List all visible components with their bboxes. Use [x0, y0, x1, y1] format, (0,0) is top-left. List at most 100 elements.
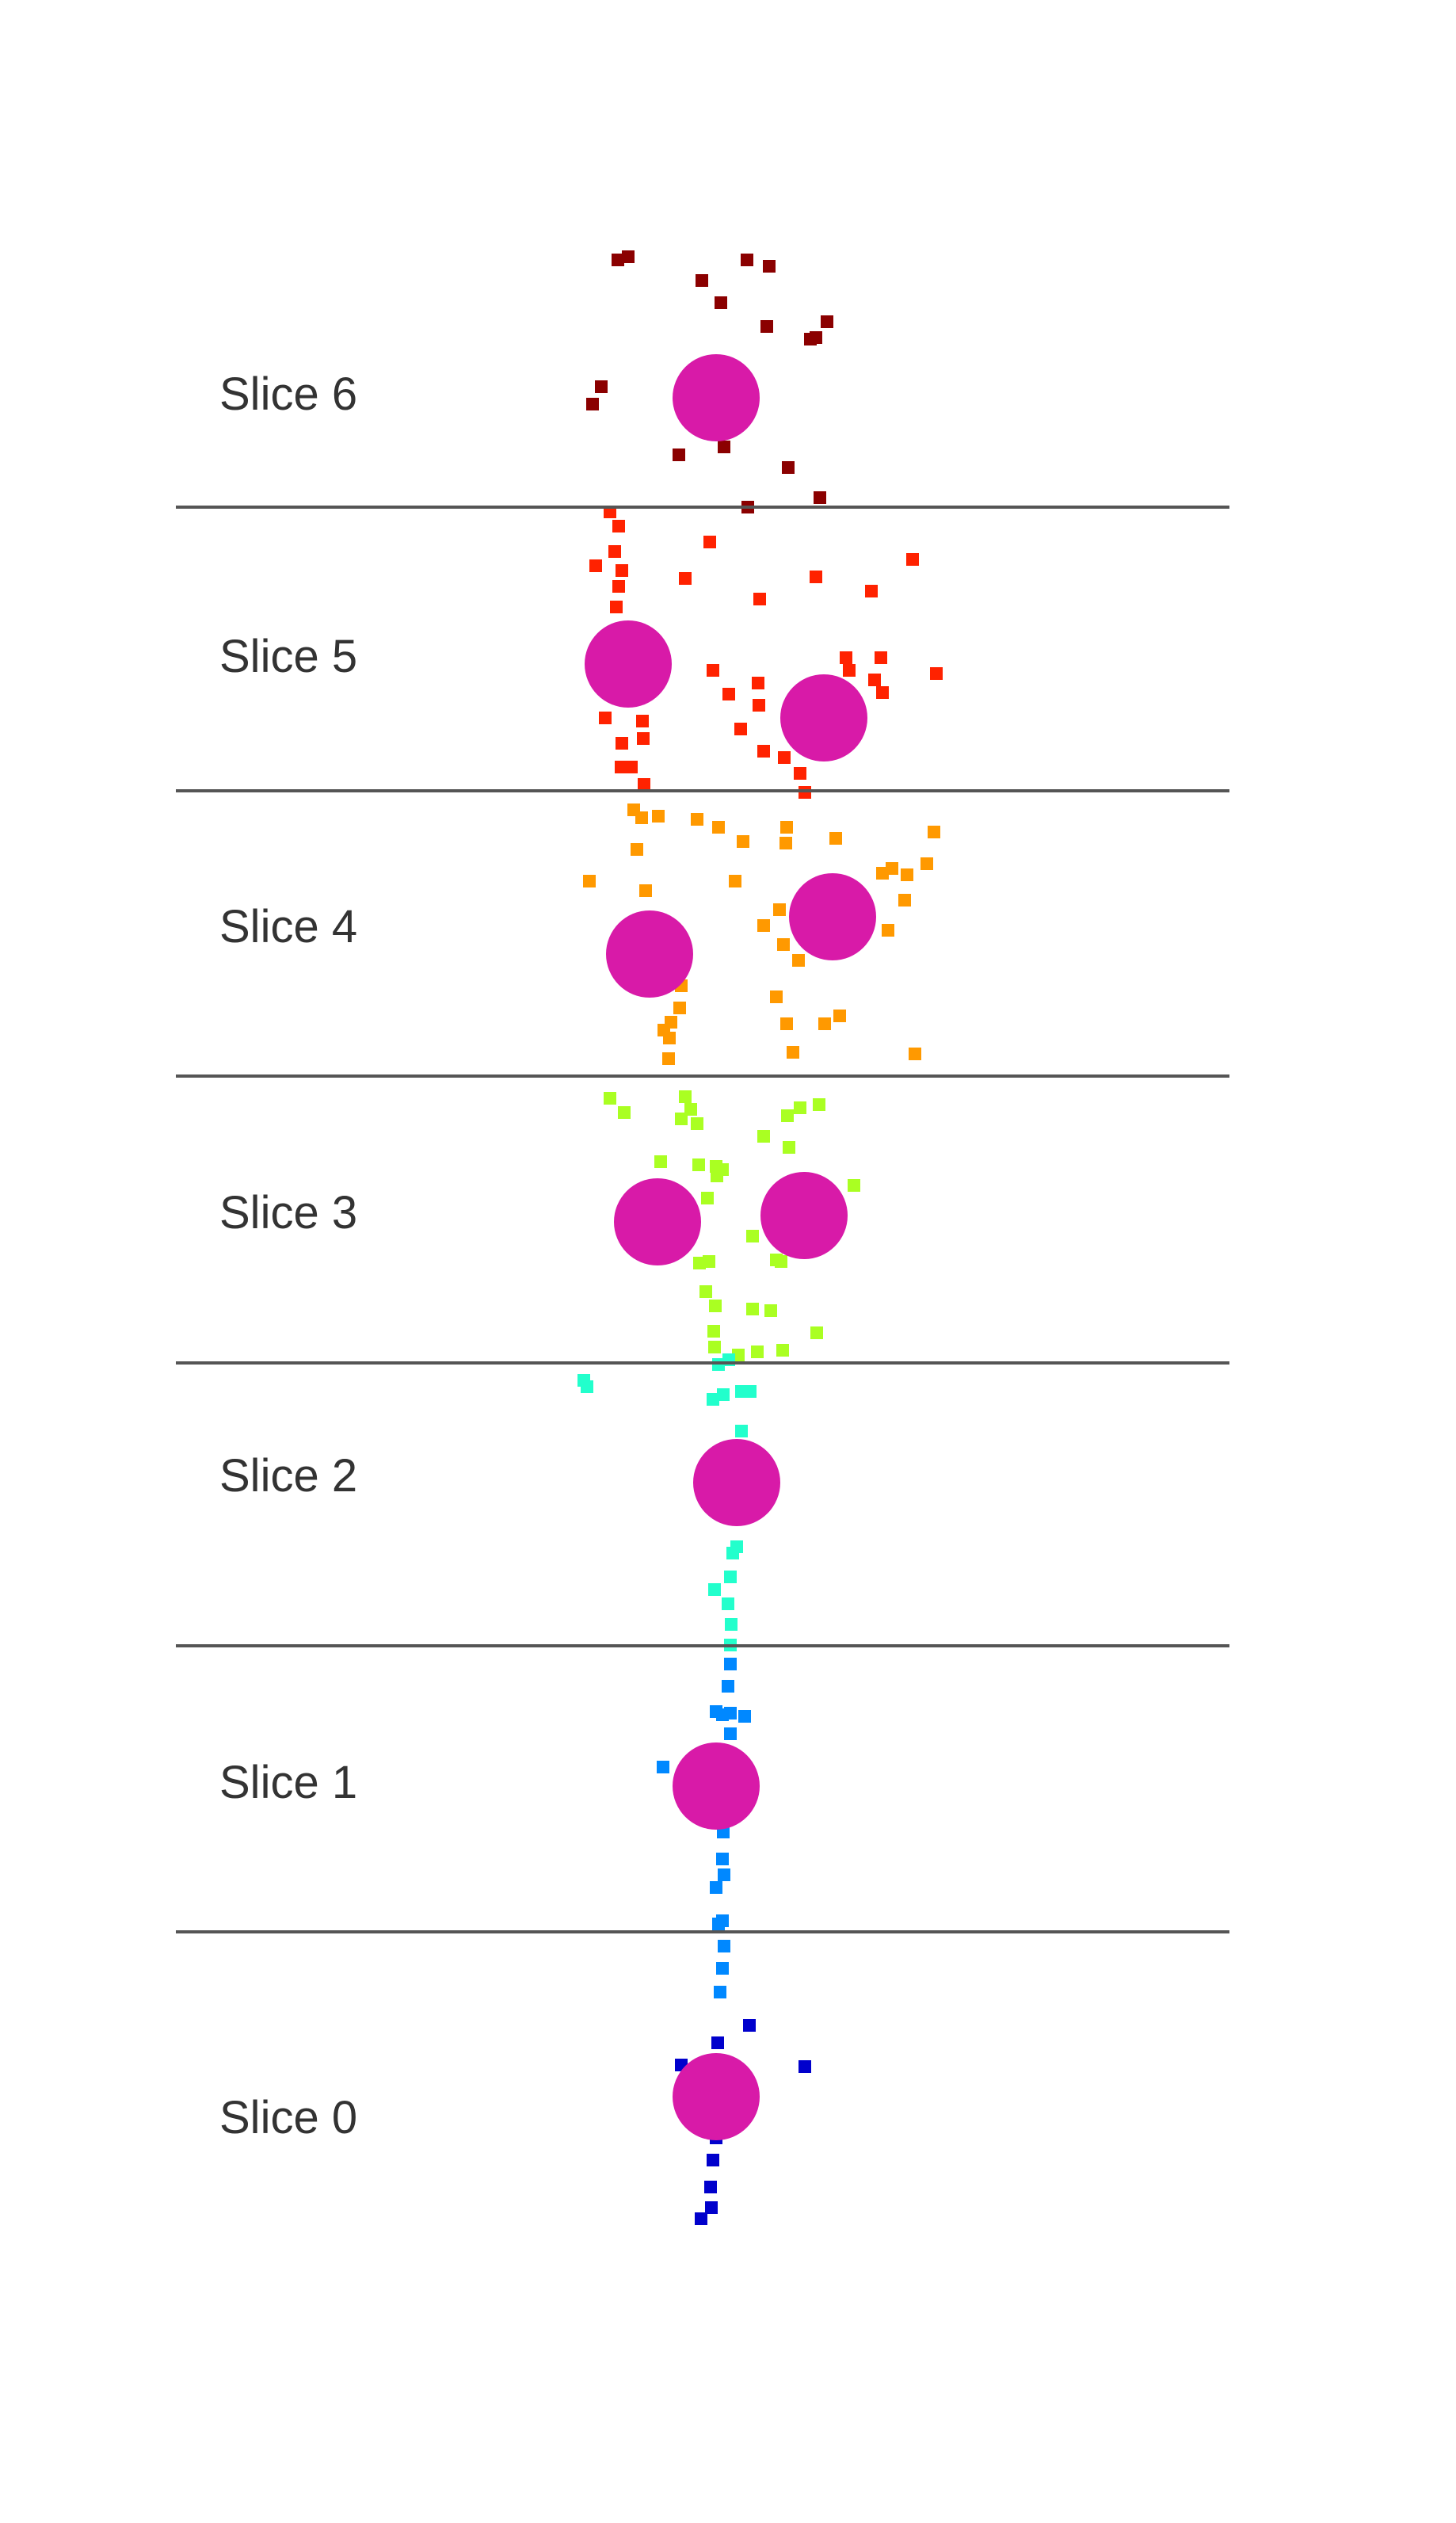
point-marker — [775, 1255, 787, 1268]
point-marker — [637, 732, 650, 745]
point-marker — [930, 667, 943, 680]
point-marker — [701, 1192, 714, 1204]
point-marker — [794, 1101, 806, 1114]
point-marker — [813, 1098, 825, 1111]
point-marker — [898, 894, 911, 907]
point-marker — [780, 821, 793, 834]
point-marker — [814, 491, 826, 504]
point-marker — [615, 761, 627, 773]
point-marker — [707, 2154, 719, 2166]
point-marker — [753, 593, 766, 605]
point-marker — [833, 1010, 846, 1022]
point-marker — [724, 1727, 737, 1740]
centroid-marker — [780, 674, 867, 761]
centroid-marker — [760, 1172, 848, 1259]
point-marker — [616, 737, 628, 750]
point-marker — [722, 688, 735, 700]
point-marker — [906, 553, 919, 566]
slice-labels: Slice 6 Slice 5 Slice 4 Slice 3 Slice 2 … — [219, 368, 357, 2143]
point-marker — [715, 296, 727, 309]
point-marker — [692, 1158, 705, 1171]
point-marker — [737, 835, 749, 848]
point-marker — [635, 811, 648, 824]
point-marker — [757, 1130, 770, 1143]
point-marker — [725, 1618, 738, 1631]
point-marker — [779, 837, 792, 849]
point-marker — [612, 580, 625, 593]
centroid-marker — [789, 873, 876, 960]
point-marker — [868, 674, 881, 686]
point-marker — [744, 1385, 757, 1398]
slice-label-4: Slice 4 — [219, 901, 357, 952]
point-marker — [705, 2201, 718, 2214]
point-marker — [610, 601, 623, 613]
point-marker — [625, 761, 638, 773]
point-marker — [876, 867, 889, 880]
point-marker — [703, 1255, 715, 1268]
point-marker — [865, 585, 878, 597]
point-marker — [729, 875, 741, 887]
point-marker — [691, 1117, 703, 1130]
centroid-marker — [614, 1178, 701, 1265]
point-marker — [724, 1707, 737, 1720]
point-marker — [778, 751, 791, 764]
point-marker — [710, 1881, 722, 1894]
point-marker — [776, 1344, 789, 1357]
point-marker — [753, 699, 765, 712]
point-marker — [829, 832, 842, 845]
point-marker — [746, 1303, 759, 1315]
point-marker — [718, 1940, 730, 1952]
point-marker — [663, 1032, 676, 1044]
point-marker — [770, 990, 783, 1003]
point-marker — [679, 1090, 692, 1103]
point-marker — [821, 315, 833, 328]
point-marker — [707, 1393, 719, 1406]
slice-label-3: Slice 3 — [219, 1187, 357, 1239]
point-marker — [792, 954, 805, 967]
point-marker — [716, 1853, 729, 1865]
point-marker — [799, 2060, 811, 2073]
centroid-marker — [673, 2053, 760, 2140]
point-marker — [718, 1868, 730, 1881]
point-marker — [709, 1300, 722, 1312]
point-marker — [734, 723, 747, 735]
point-marker — [604, 1092, 616, 1105]
point-marker — [730, 1540, 743, 1553]
point-marker — [843, 664, 856, 677]
point-marker — [638, 778, 650, 791]
point-marker — [782, 461, 795, 474]
point-marker — [746, 1230, 759, 1242]
point-marker — [804, 333, 817, 345]
point-marker — [780, 1017, 793, 1030]
point-marker — [631, 843, 643, 856]
point-marker — [622, 250, 635, 263]
point-marker — [599, 712, 612, 724]
point-marker — [773, 903, 786, 916]
point-marker — [777, 938, 790, 951]
point-marker — [717, 1388, 730, 1401]
point-marker — [708, 1583, 721, 1596]
point-marker — [840, 651, 852, 664]
point-marker — [581, 1380, 593, 1393]
point-marker — [675, 1113, 688, 1125]
point-marker — [673, 1002, 686, 1014]
point-marker — [743, 2019, 756, 2032]
slice-label-1: Slice 1 — [219, 1757, 357, 1808]
point-marker — [595, 380, 608, 393]
slice-label-6: Slice 6 — [219, 368, 357, 420]
point-marker — [752, 677, 764, 689]
point-marker — [722, 1597, 734, 1610]
centroids — [585, 354, 876, 2140]
slice-label-5: Slice 5 — [219, 631, 357, 682]
point-marker — [662, 1052, 675, 1065]
point-marker — [652, 810, 665, 823]
point-marker — [724, 1571, 737, 1583]
centroid-marker — [585, 620, 672, 708]
point-marker — [781, 1109, 794, 1122]
point-marker — [848, 1179, 860, 1192]
slice-dividers — [176, 506, 1229, 1933]
point-marker — [794, 767, 806, 780]
slice-label-0: Slice 0 — [219, 2092, 357, 2143]
point-marker — [783, 1141, 795, 1154]
